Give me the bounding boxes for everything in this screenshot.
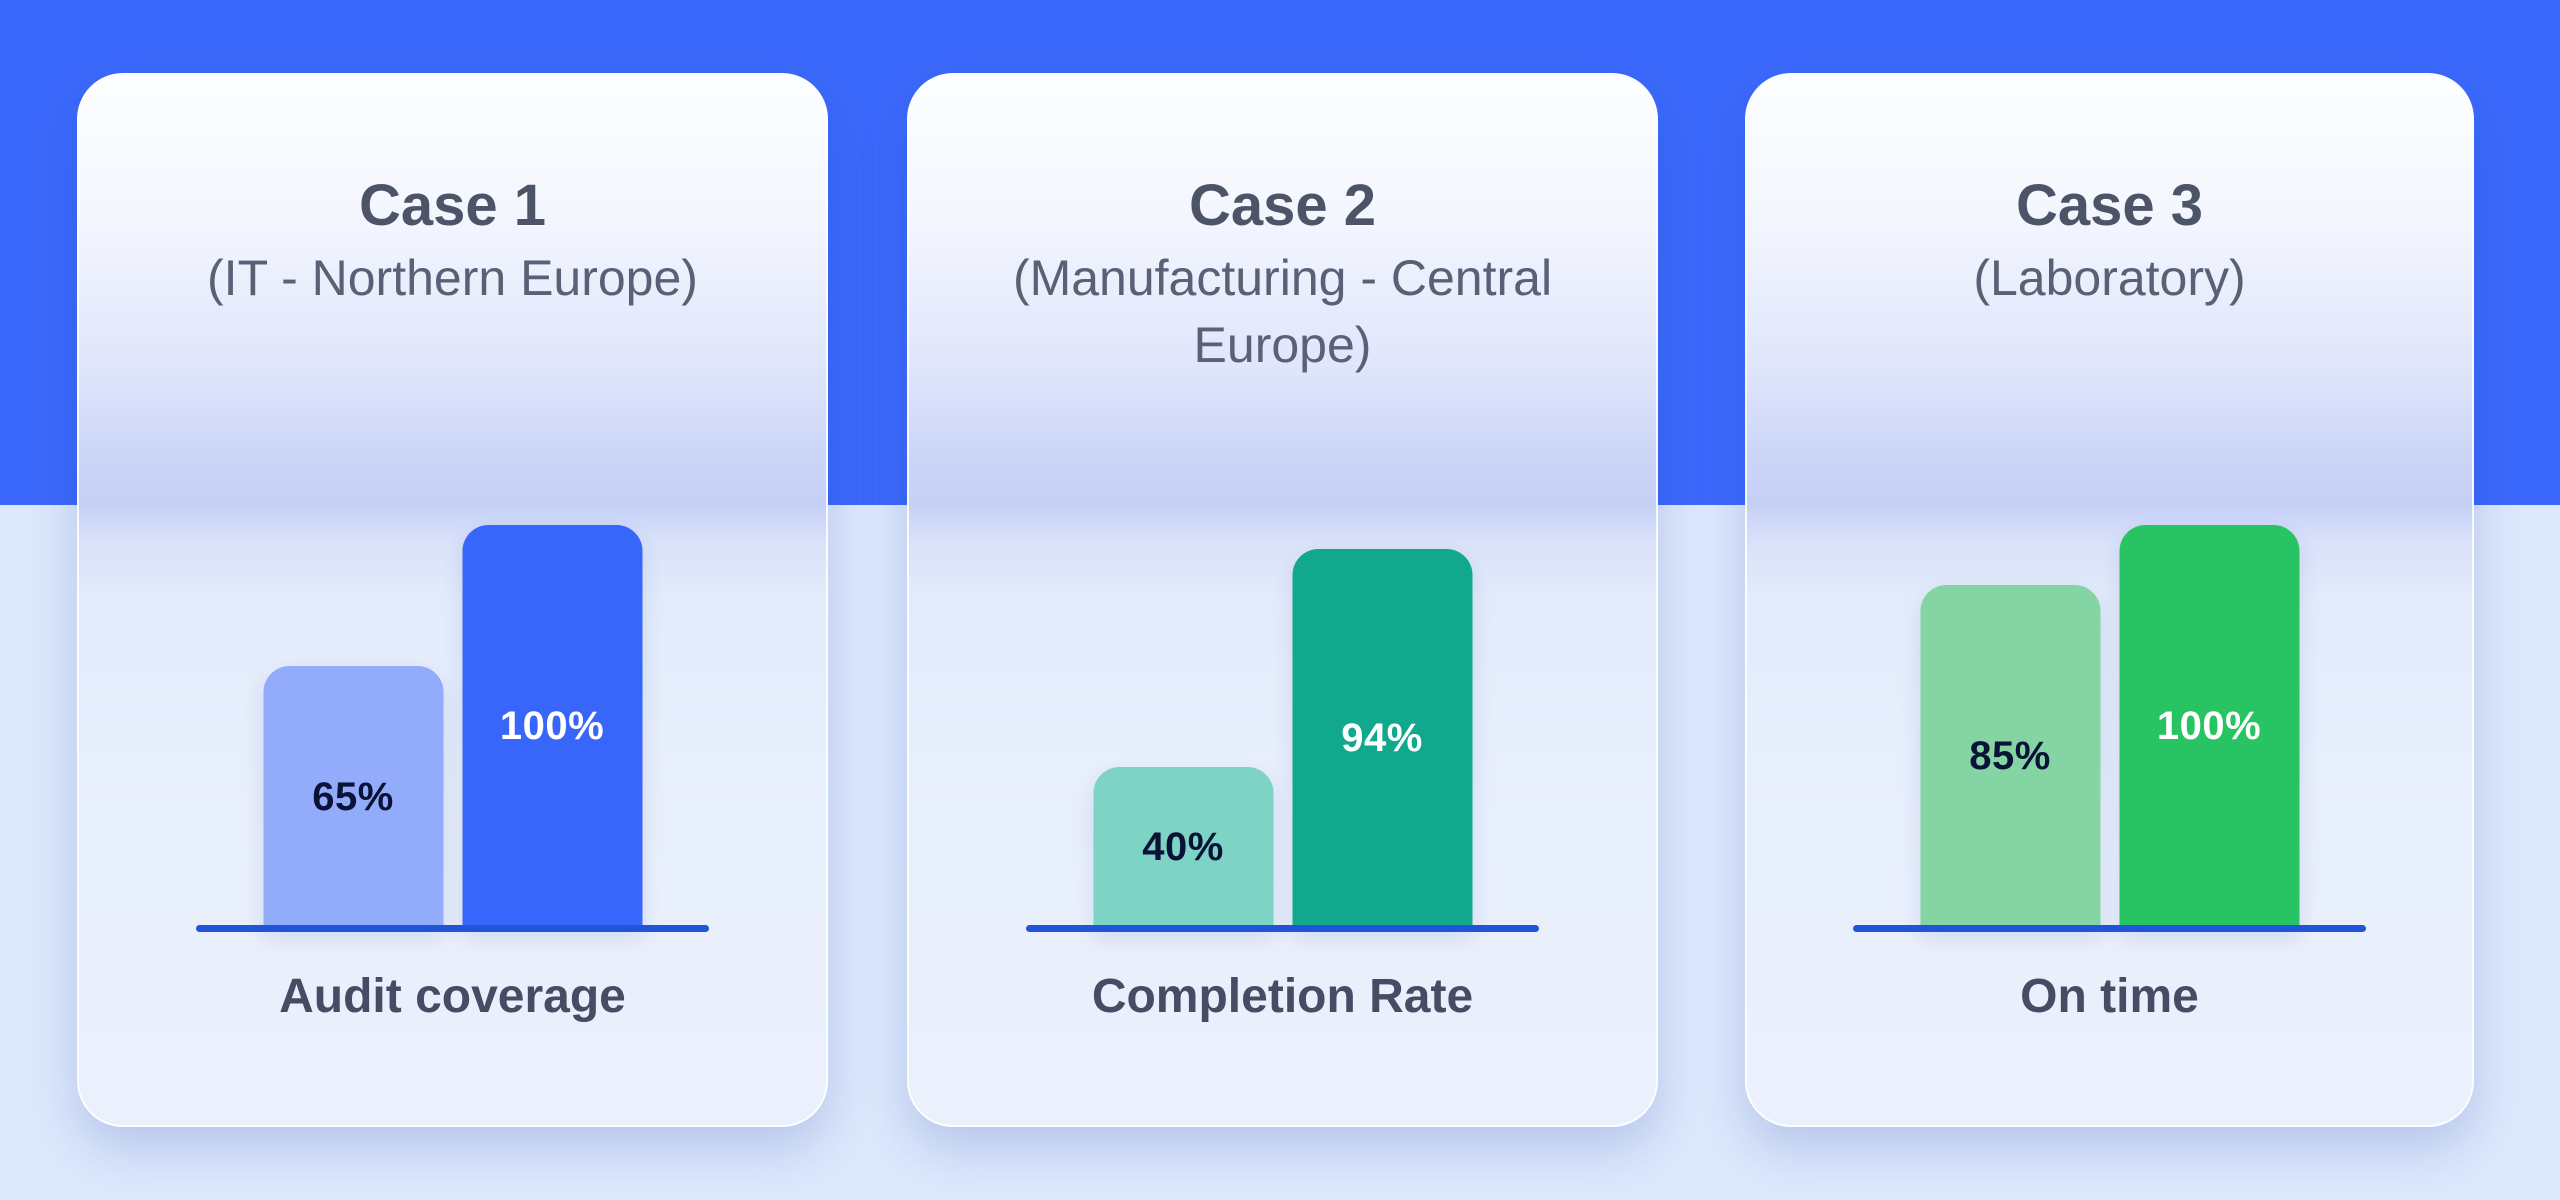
bar-before: 85% bbox=[1920, 585, 2100, 928]
bar-value-label: 40% bbox=[1142, 825, 1224, 869]
card-subtitle: (Manufacturing - Central Europe) bbox=[1012, 249, 1553, 373]
card-title: Case 3 bbox=[2015, 173, 2204, 238]
case-3-card: Case 3 (Laboratory) 85% 100% On time bbox=[1745, 73, 2474, 1127]
card-title: Case 1 bbox=[358, 173, 547, 238]
bar-chart: 40% 94% bbox=[1026, 549, 1539, 932]
axis-baseline bbox=[1026, 924, 1539, 932]
metric-label: Audit coverage bbox=[279, 970, 626, 1023]
card-title: Case 2 bbox=[1188, 173, 1377, 238]
metric-label: Completion Rate bbox=[1091, 970, 1474, 1023]
bar-value-label: 100% bbox=[499, 704, 605, 748]
case-2-card: Case 2 (Manufacturing - Central Europe) … bbox=[907, 73, 1658, 1127]
bar-before: 40% bbox=[1093, 767, 1273, 928]
bar-value-label: 100% bbox=[2156, 704, 2262, 748]
bar-value-label: 65% bbox=[312, 774, 394, 819]
bar-value-label: 94% bbox=[1341, 716, 1423, 760]
case-1-card: Case 1 (IT - Northern Europe) 65% 100% A… bbox=[77, 73, 828, 1127]
bar-after: 100% bbox=[2119, 525, 2299, 928]
bar-after: 100% bbox=[462, 525, 642, 928]
card-subtitle: (IT - Northern Europe) bbox=[207, 249, 698, 306]
bar-value-label: 85% bbox=[1969, 734, 2051, 778]
axis-baseline bbox=[196, 924, 709, 932]
bar-chart: 65% 100% bbox=[196, 525, 709, 932]
bar-before: 65% bbox=[263, 666, 443, 928]
bar-chart: 85% 100% bbox=[1853, 525, 2366, 932]
axis-baseline bbox=[1853, 924, 2366, 932]
bar-after: 94% bbox=[1292, 549, 1472, 928]
card-subtitle: (Laboratory) bbox=[1973, 249, 2246, 306]
metric-label: On time bbox=[2020, 970, 2199, 1023]
